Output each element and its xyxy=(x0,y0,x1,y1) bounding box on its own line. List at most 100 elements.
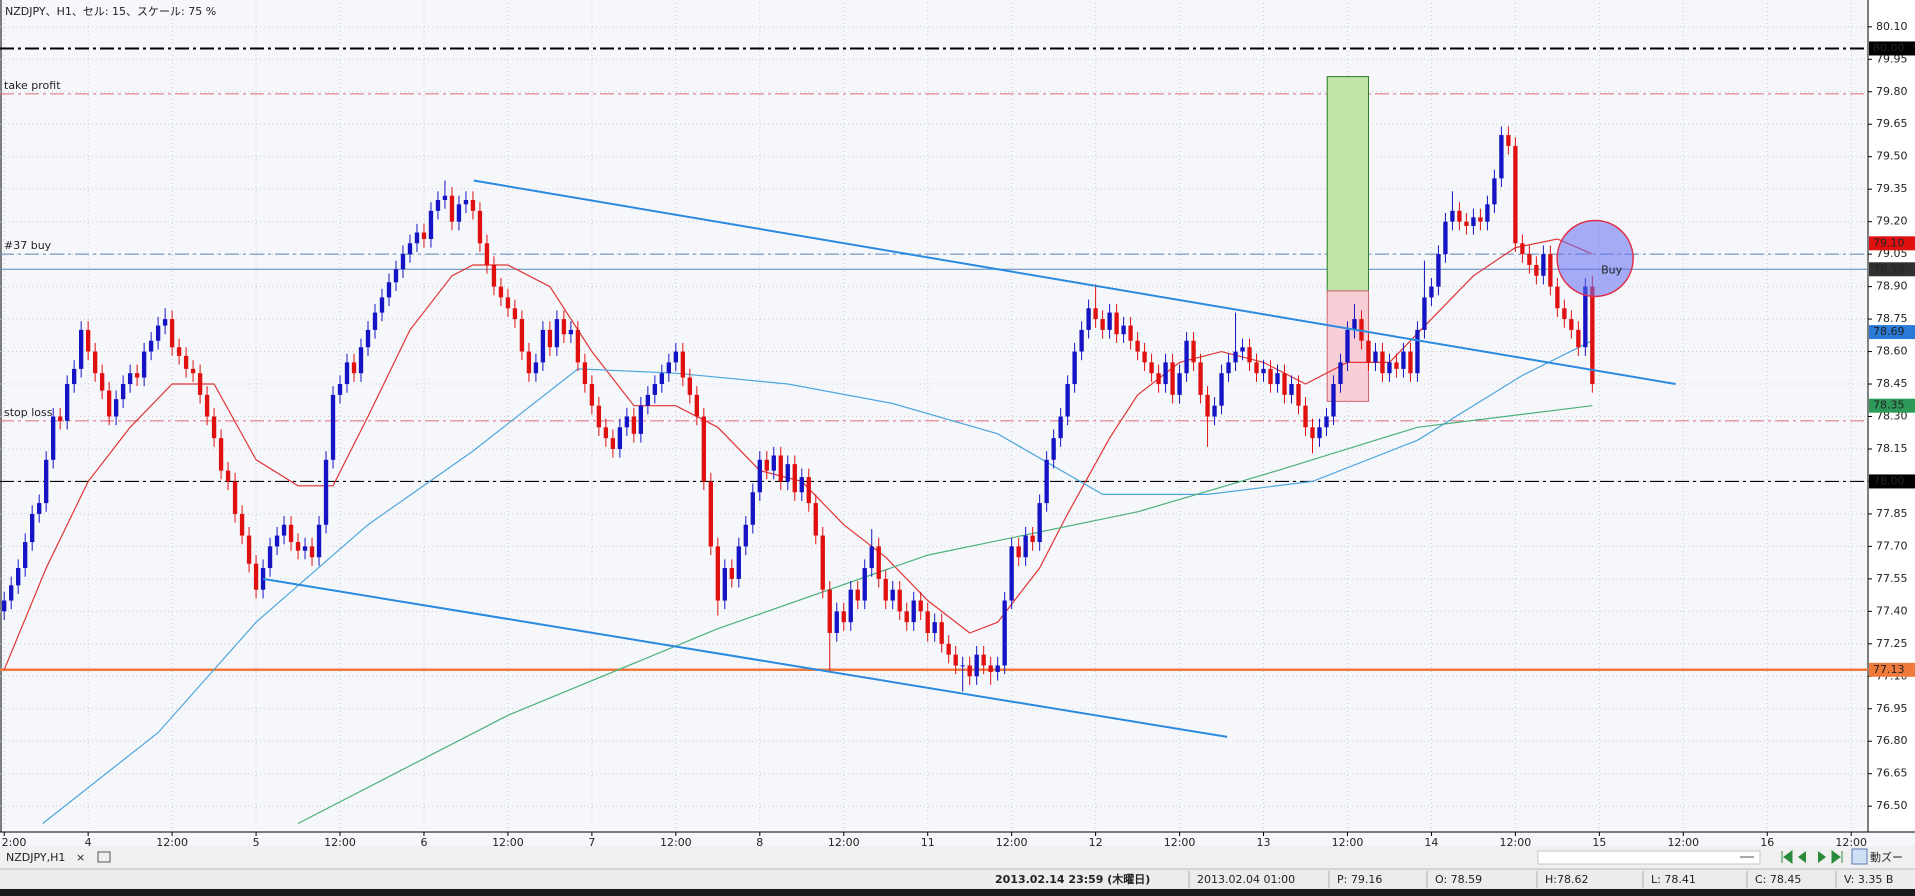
candle-body xyxy=(1135,340,1140,352)
candle-body xyxy=(582,362,588,385)
nav-prev[interactable] xyxy=(1798,851,1806,863)
candle-body xyxy=(176,347,182,356)
candle-body xyxy=(386,282,392,298)
candle-body xyxy=(904,611,909,623)
auto-zoom-label[interactable]: 動ズー xyxy=(1870,850,1903,864)
candle-body xyxy=(232,481,238,514)
candle-body xyxy=(1527,254,1532,265)
candle-body xyxy=(1401,351,1406,369)
candle-body xyxy=(1590,286,1595,385)
y-tick-label: 76.50 xyxy=(1876,799,1908,812)
candle-body xyxy=(1408,351,1413,374)
position-box xyxy=(1326,76,1369,292)
candle-body xyxy=(561,319,567,335)
candle-body xyxy=(197,373,203,395)
x-tick-label: 12 xyxy=(1089,836,1103,849)
candle-body xyxy=(9,585,14,601)
auto-zoom-button[interactable] xyxy=(1851,848,1868,865)
x-tick-label: 7 xyxy=(588,836,595,849)
y-tick-label: 79.50 xyxy=(1876,150,1908,163)
candle-body xyxy=(771,455,776,471)
candle-body xyxy=(1520,243,1525,255)
price-level-label: #37 buy xyxy=(4,239,52,252)
candle-body xyxy=(456,204,462,222)
tab-title[interactable]: NZDJPY,H1 xyxy=(6,851,65,864)
x-tick-label: 4 xyxy=(85,836,92,849)
candle-body xyxy=(708,481,713,547)
candle-body xyxy=(1275,373,1280,385)
candle-body xyxy=(1429,286,1434,298)
candle-body xyxy=(1093,308,1098,320)
candle-body xyxy=(344,362,350,385)
candle-body xyxy=(400,254,406,270)
candle-body xyxy=(274,535,280,547)
candle-body xyxy=(610,438,616,449)
nav-first[interactable] xyxy=(1781,850,1793,864)
moving-average xyxy=(42,340,1593,824)
x-tick-label: 14 xyxy=(1424,836,1438,849)
candle-body xyxy=(1240,347,1245,352)
candle-body xyxy=(141,351,147,378)
candle-body xyxy=(743,524,748,547)
candle-body xyxy=(778,455,783,482)
candle-body xyxy=(1296,384,1301,406)
candle-body xyxy=(932,622,937,633)
candle-body xyxy=(78,329,84,369)
candle-body xyxy=(589,384,595,406)
candle-body xyxy=(701,416,706,482)
candle-body xyxy=(820,535,825,590)
candle-body xyxy=(51,416,56,460)
price-tag-label: 79.10 xyxy=(1873,236,1905,249)
candle-body xyxy=(1317,427,1322,439)
candle-body xyxy=(1492,178,1497,205)
candle-body xyxy=(848,589,853,623)
scroll-bar[interactable] xyxy=(1537,850,1761,865)
candle-body xyxy=(106,390,112,417)
candle-body xyxy=(37,503,42,514)
candle-body xyxy=(533,362,539,374)
candle-body xyxy=(155,325,161,341)
candle-body xyxy=(1345,329,1350,363)
candle-body xyxy=(883,578,888,601)
candle-body xyxy=(1156,373,1161,385)
y-tick-label: 78.45 xyxy=(1876,377,1908,390)
x-tick-label: 6 xyxy=(420,836,427,849)
x-tick-label: 12:00 xyxy=(1332,836,1364,849)
tab-window-icon[interactable] xyxy=(97,851,111,863)
candle-body xyxy=(1380,351,1385,374)
candle-body xyxy=(1471,217,1476,226)
candle-body xyxy=(1205,394,1210,417)
nav-buttons[interactable] xyxy=(1781,848,1868,865)
nav-next[interactable] xyxy=(1818,851,1826,863)
candle-body xyxy=(939,622,944,644)
trendline xyxy=(262,577,1228,738)
candle-body xyxy=(1555,286,1560,309)
price-tag xyxy=(1869,474,1915,489)
candle-body xyxy=(1233,351,1238,363)
status-item: C: 78.45 xyxy=(1755,873,1801,886)
candle-body xyxy=(449,195,455,222)
candle-body xyxy=(323,459,329,525)
candle-body xyxy=(1170,362,1175,395)
candle-body xyxy=(64,384,70,421)
y-tick-label: 79.20 xyxy=(1876,215,1908,228)
candle-body xyxy=(113,399,119,417)
candle-body xyxy=(855,589,860,601)
y-tick-label: 79.05 xyxy=(1876,247,1908,260)
candle-body xyxy=(617,427,623,449)
candle-body xyxy=(1030,535,1035,543)
y-tick-label: 77.55 xyxy=(1876,572,1908,585)
candle-body xyxy=(204,394,210,417)
candle-body xyxy=(1478,217,1483,222)
candle-body xyxy=(1541,254,1546,276)
candle-body xyxy=(666,362,672,374)
candle-body xyxy=(1373,351,1378,363)
tab-close[interactable]: × xyxy=(76,851,85,864)
candle-body xyxy=(302,546,308,551)
trendline xyxy=(473,179,1676,386)
candle-body xyxy=(1044,459,1049,504)
nav-last[interactable] xyxy=(1831,850,1843,864)
candle-body xyxy=(1177,373,1182,395)
candle-body xyxy=(484,243,490,265)
